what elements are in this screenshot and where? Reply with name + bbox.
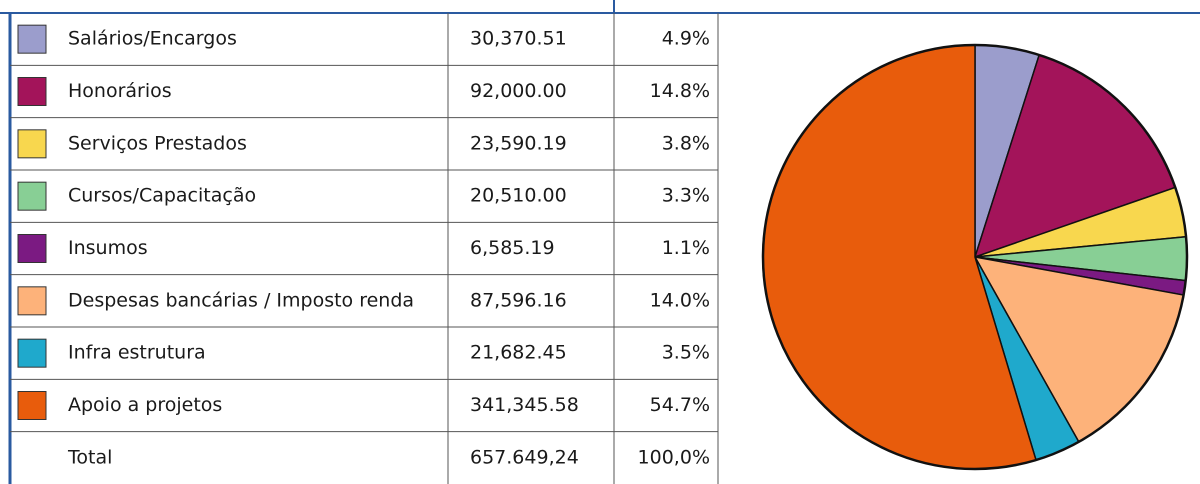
amount: 341,345.58 <box>470 394 579 416</box>
amount: 30,370.51 <box>470 28 567 50</box>
amount: 6,585.19 <box>470 237 555 259</box>
percent: 3.5% <box>662 342 710 364</box>
category-label: Serviços Prestados <box>68 132 247 154</box>
category-label: Despesas bancárias / Imposto renda <box>68 289 414 311</box>
swatch <box>17 24 47 54</box>
swatch <box>17 181 47 211</box>
percent: 3.8% <box>662 132 710 154</box>
category-label: Insumos <box>68 237 148 259</box>
percent: 54.7% <box>650 394 710 416</box>
swatch <box>17 77 47 106</box>
category-label: Honorários <box>68 80 172 102</box>
total-amount: 657.649,24 <box>470 446 579 468</box>
total-percent: 100,0% <box>638 446 710 468</box>
pie-outline <box>761 43 1189 471</box>
category-label: Cursos/Capacitação <box>68 185 256 207</box>
swatch <box>17 129 47 159</box>
percent: 1.1% <box>662 237 710 259</box>
percent: 4.9% <box>662 28 710 50</box>
amount: 87,596.16 <box>470 289 567 311</box>
category-label: Infra estrutura <box>68 342 206 364</box>
swatch <box>17 391 47 420</box>
amount: 20,510.00 <box>470 185 567 207</box>
percent: 3.3% <box>662 185 710 207</box>
total-label: Total <box>67 446 112 468</box>
amount: 21,682.45 <box>470 342 567 364</box>
amount: 23,590.19 <box>470 132 567 154</box>
percent: 14.8% <box>650 80 710 102</box>
amount: 92,000.00 <box>470 80 567 102</box>
category-label: Apoio a projetos <box>68 394 222 416</box>
percent: 14.0% <box>650 289 710 311</box>
category-label: Salários/Encargos <box>68 28 237 50</box>
swatch <box>17 234 47 263</box>
swatch <box>17 338 47 368</box>
swatch <box>17 286 47 316</box>
